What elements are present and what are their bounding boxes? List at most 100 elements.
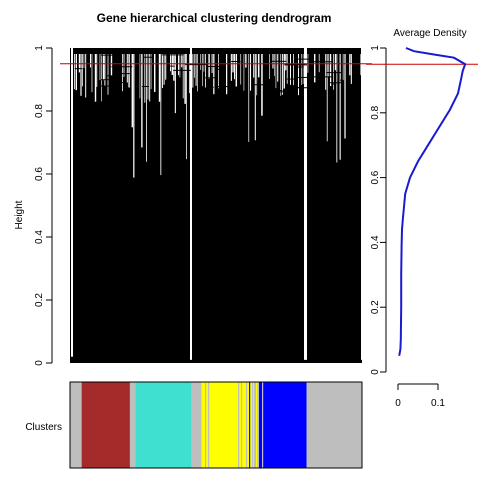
dendrogram-branch-gap: [253, 54, 255, 78]
dendrogram-branch-gap: [205, 54, 207, 88]
cluster-stripe: [212, 382, 214, 468]
cluster-stripe: [259, 382, 261, 468]
dendrogram-branch-gap: [158, 54, 161, 102]
cluster-stripe: [252, 382, 254, 468]
clusters-panel: Clusters: [25, 381, 363, 469]
dendrogram-branch-gap: [274, 54, 275, 77]
dendrogram-branch-gap: [334, 54, 336, 71]
dendrogram-branch-gap: [104, 54, 106, 86]
dendrogram-branch-gap: [90, 54, 92, 68]
dendrogram-branch-gap: [290, 54, 292, 85]
cluster-stripe: [246, 382, 248, 468]
cluster-segments: [70, 382, 363, 468]
dendrogram-branch-gap: [133, 54, 135, 178]
dendrogram-y-axis: 0 0.2 0.4 0.6 0.8 1: [34, 45, 53, 366]
clusters-frame: [69, 381, 363, 469]
density-x-tick-label: 0: [395, 398, 401, 409]
dendrogram-branch-gap: [179, 54, 181, 78]
clusters-label: Clusters: [25, 422, 62, 433]
cluster-stripe: [208, 382, 210, 468]
dendrogram-branch-gap: [318, 54, 320, 73]
cluster-segment: [201, 382, 255, 468]
dendrogram-branch-gap: [163, 54, 165, 85]
dendrogram-branch-gap: [283, 54, 285, 89]
dendrogram-branch-gap: [243, 54, 245, 91]
dendrogram-branch-gap: [213, 54, 215, 95]
dendrogram-branch-gap: [99, 54, 101, 81]
dendrogram-branch-gap: [110, 54, 113, 76]
density-y-tick-label: 0: [370, 369, 381, 375]
dendrogram-branch-gap: [360, 54, 362, 76]
dendrogram-branch-gap: [126, 54, 128, 83]
dendrogram-branch-gap: [147, 54, 149, 100]
dendrogram-branch-gap: [203, 54, 205, 72]
dendrogram-branch-gap: [235, 54, 238, 87]
dendrogram-branch-gap: [146, 54, 147, 162]
dendrogram-branch-gap: [282, 54, 283, 95]
dendrogram-branch-gap: [298, 54, 300, 96]
chart-title: Gene hierarchical clustering dendrogram: [97, 11, 332, 25]
dendrogram-branch-gap: [333, 54, 334, 90]
dendrogram-branch-gap: [94, 54, 97, 102]
dendrogram-branch-gap: [218, 54, 219, 89]
dendrogram-branch-gap: [336, 54, 338, 163]
dendrogram-y-tick-label: 1: [34, 45, 45, 51]
dendrogram-branch-gap: [286, 54, 288, 84]
density-series-line: [398, 47, 467, 356]
dendrogram-cluster-gap: [304, 48, 307, 360]
dendrogram-branch-gap: [102, 54, 105, 81]
dendrogram-branch-gap: [248, 54, 250, 142]
cluster-stripe: [241, 382, 243, 468]
dendrogram-y-tick-label: 0: [34, 360, 45, 366]
dendrogram-branch-gap: [122, 54, 123, 92]
dendrogram-branch-gap: [173, 54, 175, 81]
dendrogram-branch-gap: [302, 54, 304, 85]
dendrogram-branch-gap: [269, 54, 270, 80]
cluster-stripe: [256, 382, 258, 468]
dendrogram-body: [70, 48, 362, 363]
cluster-segment: [81, 382, 131, 468]
dendrogram-branch-gap: [128, 54, 130, 88]
dendrogram-cluster-gap: [361, 48, 362, 360]
dendrogram-branch-gap: [254, 54, 256, 141]
cluster-stripe: [205, 382, 207, 468]
dendrogram-branch-gap: [277, 54, 279, 82]
dendrogram-branch-gap: [75, 54, 77, 91]
dendrogram-branch-gap: [350, 54, 352, 84]
dendrogram-branch-gap: [107, 54, 109, 95]
dendrogram-branch-gap: [275, 54, 277, 89]
cluster-stripe: [238, 382, 240, 468]
dendrogram-branch-gap: [234, 54, 235, 80]
density-title: Average Density: [393, 28, 466, 39]
cluster-stripe: [262, 382, 264, 468]
dendrogram-branch-gap: [174, 54, 176, 114]
density-y-tick-label: 0.2: [370, 300, 381, 314]
dendrogram-branch-gap: [258, 54, 260, 78]
dendrogram-branch-gap: [82, 54, 83, 87]
dendrogram-branch-gap: [170, 54, 171, 72]
dendrogram-branch-gap: [230, 54, 232, 81]
dendrogram-branch-gap: [186, 54, 187, 160]
density-y-axis: 0 0.2 0.4 0.6 0.8 1: [370, 45, 387, 375]
dendrogram-branch-gap: [154, 54, 156, 92]
density-panel: Average Density 00.20.40.60.81 0 0.1: [366, 28, 478, 409]
dendrogram-branch-gap: [80, 54, 82, 96]
dendrogram-branch-gap: [78, 54, 80, 73]
dendrogram-branch-gap: [189, 54, 191, 94]
dendrogram-branch-gap: [160, 54, 162, 176]
cluster-stripe: [249, 382, 251, 468]
dendrogram-branch-gap: [339, 54, 341, 160]
cluster-segment: [129, 382, 137, 468]
dendrogram-y-tick-label: 0.4: [34, 230, 45, 244]
dendrogram-branch-gap: [301, 54, 302, 85]
dendrogram-branch-gap: [240, 54, 242, 85]
dendrogram-y-tick-label: 0.2: [34, 293, 45, 307]
density-y-tick-label: 0.4: [370, 235, 381, 249]
dendrogram-branch-gap: [192, 54, 194, 88]
dendrogram-branch-gap: [326, 54, 328, 142]
dendrogram-branch-gap: [184, 54, 186, 104]
dendrogram-branch-gap: [171, 54, 174, 75]
dendrogram-cluster-gap: [71, 48, 73, 357]
dendrogram-branch-gap: [85, 54, 87, 98]
